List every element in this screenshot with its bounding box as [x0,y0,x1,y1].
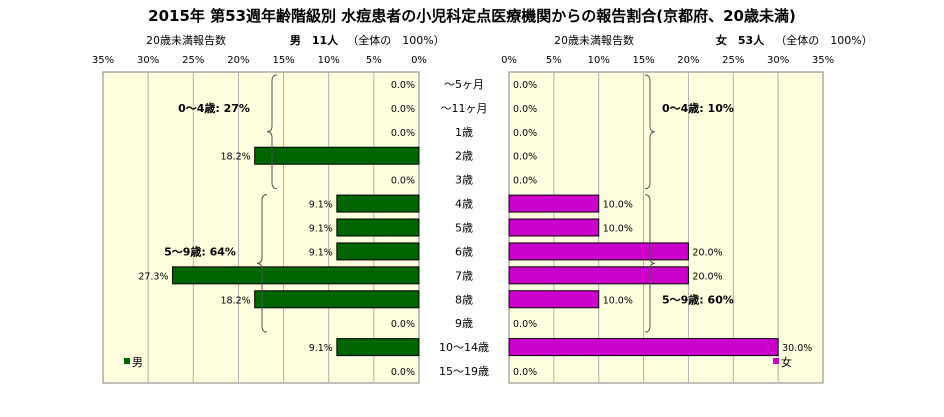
male-data-label: 27.3% [138,271,168,282]
male-data-label: 9.1% [309,247,333,258]
male-data-label: 9.1% [309,224,333,235]
male-data-label: 0.0% [391,80,415,91]
male-data-label: 0.0% [391,319,415,330]
category-label: 15～19歳 [439,365,489,378]
male-data-label: 18.2% [220,152,250,163]
female-tick-label: 20% [677,55,699,66]
category-label: 1歳 [455,126,473,139]
female-data-label: 20.0% [692,247,722,258]
female-tick-label: 15% [632,55,654,66]
male-bar [254,146,420,165]
female-data-label: 30.0% [782,343,812,354]
male-data-label: 0.0% [391,176,415,187]
male-data-label: 0.0% [391,367,415,378]
female-data-label: 0.0% [513,80,537,91]
female-tick-label: 5% [546,55,562,66]
category-label: 2歳 [455,150,473,163]
right-bracket-label: 5～9歳: 60% [662,292,734,306]
female-tick-label: 25% [722,55,744,66]
male-tick-label: 5% [366,55,382,66]
right-bracket [644,194,656,333]
category-label: 6歳 [455,245,473,258]
male-data-label: 9.1% [309,200,333,211]
female-tick-label: 10% [588,55,610,66]
male-bar [254,290,420,309]
male-data-label: 0.0% [391,128,415,139]
left-bracket-label: 5～9歳: 64% [164,244,236,258]
male-legend-label: 男 [132,356,143,369]
category-label: ～5ヶ月 [444,78,484,91]
male-tick-label: 25% [182,55,204,66]
male-tick-label: 20% [227,55,249,66]
category-label: 3歳 [455,174,473,187]
male-axis-label: 20歳未満報告数 [146,34,226,47]
category-label: 7歳 [455,269,473,282]
category-label: 4歳 [455,198,473,211]
male-tick-label: 35% [92,55,114,66]
female-bar [508,290,600,309]
right-bracket-label: 0～4歳: 10% [662,101,734,115]
female-legend-label: 女 [781,355,792,369]
chart-title: 2015年 第53週年齢階級別 水痘患者の小児科定点医療機関からの報告割合(京都… [148,7,796,25]
male-tick-label: 30% [137,55,159,66]
female-data-label: 0.0% [513,152,537,163]
category-label: 5歳 [455,222,473,235]
female-data-label: 0.0% [513,104,537,115]
female-data-label: 10.0% [603,295,633,306]
male-bar [336,242,420,261]
female-legend-swatch [773,358,779,364]
female-data-label: 0.0% [513,367,537,378]
female-bar [508,266,689,285]
male-data-label: 9.1% [309,343,333,354]
male-header-note: （全体の 100%） [347,33,444,47]
female-bar [508,194,600,213]
male-legend-swatch [124,358,130,364]
female-tick-label: 30% [767,55,789,66]
male-bar [336,218,420,237]
male-data-label: 0.0% [391,104,415,115]
left-bracket [266,74,278,190]
female-header: 女 53人 [716,33,765,47]
female-data-label: 10.0% [603,200,633,211]
female-data-label: 0.0% [513,319,537,330]
category-label: 9歳 [455,317,473,330]
female-data-label: 0.0% [513,128,537,139]
female-tick-label: 0% [501,55,517,66]
left-bracket-label: 0～4歳: 27% [178,101,250,115]
left-bracket [256,194,268,333]
female-bar [508,242,689,261]
male-tick-label: 15% [272,55,294,66]
male-bar [336,194,420,213]
male-tick-label: 0% [411,55,427,66]
category-label: ～11ヶ月 [441,102,488,115]
female-bar [508,338,779,357]
category-label: 8歳 [455,293,473,306]
male-bar [172,266,420,285]
male-bar [336,338,420,357]
female-data-label: 10.0% [603,224,633,235]
female-bar [508,218,600,237]
female-data-label: 20.0% [692,271,722,282]
female-axis-label: 20歳未満報告数 [554,34,634,47]
male-tick-label: 10% [318,55,340,66]
right-bracket [644,74,656,190]
male-header: 男 11人 [290,33,339,47]
female-tick-label: 35% [812,55,834,66]
male-data-label: 18.2% [220,295,250,306]
female-data-label: 0.0% [513,176,537,187]
female-header-note: （全体の 100%） [775,33,872,47]
category-label: 10～14歳 [439,341,489,354]
plot-layer: 0% 0% 5% 5% 10% 10% 15% 15% 20% 20% 25% 25% 30% 30% 35… [92,55,834,384]
